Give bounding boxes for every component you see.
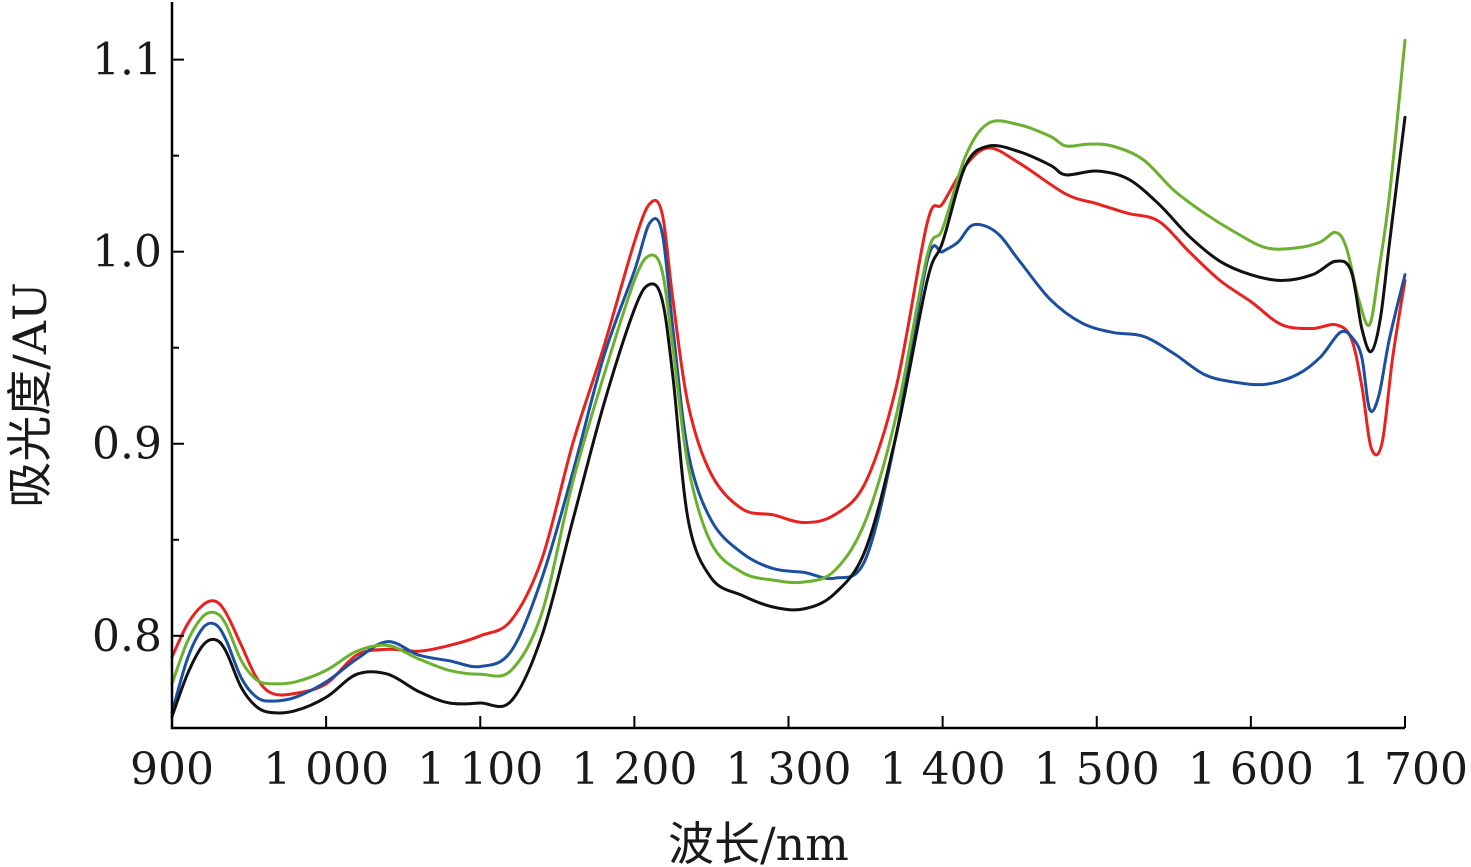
series-line-1: [170, 146, 1407, 697]
series-line-4: [170, 115, 1407, 718]
axes-layer: [170, 2, 1405, 730]
x-tick-label: 1 200: [571, 744, 697, 795]
x-tick-label: 1 500: [1034, 744, 1160, 795]
x-tick-label: 1 400: [880, 744, 1006, 795]
x-tick-label: 1 300: [726, 744, 852, 795]
x-axis-title: 波长/nm: [668, 817, 849, 867]
series-line-2: [170, 216, 1407, 715]
axis-frame: [170, 2, 1405, 730]
x-tick-label: 1 700: [1342, 744, 1468, 795]
y-tick-label: 1.1: [92, 35, 162, 86]
y-axis-title: 吸光度/AU: [3, 282, 57, 508]
y-tick-label: 0.9: [92, 419, 162, 470]
y-tick-label: 1.0: [92, 227, 162, 278]
x-tick-label: 1 000: [263, 744, 389, 795]
series-layer: [170, 38, 1407, 718]
x-tick-label: 1 600: [1188, 744, 1314, 795]
y-tick-label: 0.8: [92, 611, 162, 662]
series-line-3: [170, 38, 1407, 686]
ticks-layer: 900 1 000 1 100 1 200 1 300 1 400 1 500 1 600 1 …: [92, 35, 1468, 795]
x-tick-label: 1 100: [417, 744, 543, 795]
x-tick-label: 900: [130, 744, 214, 795]
